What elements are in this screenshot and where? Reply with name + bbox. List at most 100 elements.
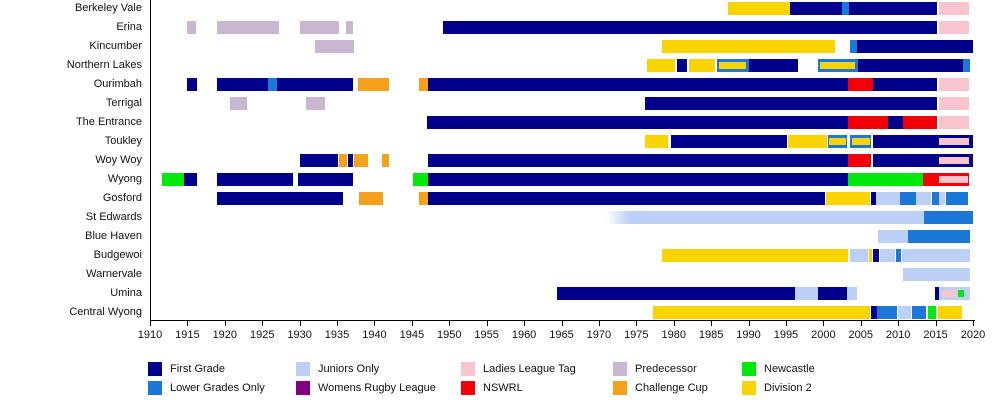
y-axis-line (150, 0, 151, 321)
timeline-segment (916, 191, 932, 205)
legend-label: First Grade (170, 363, 226, 375)
x-axis-tick (150, 321, 151, 326)
legend-label: Predecessor (635, 363, 697, 375)
timeline-segment (938, 156, 969, 164)
x-axis-tick (935, 321, 937, 326)
timeline-segment (924, 210, 973, 224)
x-axis-tick-label: 1925 (249, 329, 275, 341)
timeline-segment (346, 20, 354, 34)
timeline-segment (820, 61, 855, 69)
timeline-segment (857, 58, 963, 72)
timeline-segment (871, 305, 878, 319)
x-axis-tick (486, 321, 488, 326)
timeline-segment (381, 153, 390, 167)
x-axis-tick (711, 321, 713, 326)
x-axis-tick (823, 321, 825, 326)
timeline-segment (938, 20, 969, 34)
timeline-segment (645, 134, 668, 148)
timeline-segment (443, 20, 938, 34)
x-axis-tick (187, 321, 189, 326)
timeline-segment (869, 248, 872, 262)
timeline-segment (902, 115, 938, 129)
timeline-segment (217, 20, 279, 34)
timeline-segment (895, 248, 902, 262)
x-axis-tick-label: 2015 (923, 329, 948, 341)
timeline-segment (428, 153, 849, 167)
timeline-segment (872, 77, 938, 91)
timeline-segment (818, 286, 848, 300)
timeline-segment (931, 191, 939, 205)
timeline-segment (880, 248, 896, 262)
x-axis-tick-label: 1985 (698, 329, 724, 341)
timeline-segment (962, 58, 970, 72)
timeline-segment (268, 77, 278, 91)
timeline-segment (676, 58, 688, 72)
team-label: Kincumber (89, 40, 142, 52)
team-label: The Entrance (75, 116, 142, 128)
x-axis-tick (449, 321, 451, 326)
timeline-segment (315, 39, 354, 53)
x-axis-tick-label: 2005 (848, 329, 873, 341)
timeline-segment (942, 289, 957, 297)
x-axis-tick (561, 321, 563, 326)
timeline-segment (938, 175, 968, 183)
legend-swatch-first (148, 362, 162, 376)
timeline-segment (217, 172, 293, 186)
timeline-segment (938, 1, 969, 15)
x-axis-line (150, 320, 975, 321)
legend-swatch-nc (742, 362, 756, 376)
x-axis-tick-label: 1935 (324, 329, 350, 341)
team-label: Gosford (102, 192, 142, 204)
x-axis-tick (337, 321, 339, 326)
timeline-segment (428, 172, 849, 186)
legend-label: Ladies League Tag (483, 363, 576, 375)
team-label: Northern Lakes (66, 59, 142, 71)
timeline-segment (426, 115, 849, 129)
timeline-segment (848, 172, 923, 186)
timeline-segment (938, 115, 969, 129)
timeline-segment (848, 1, 938, 15)
timeline-segment (217, 77, 269, 91)
x-axis-tick (224, 321, 226, 326)
timeline-segment (928, 305, 937, 319)
timeline-segment (748, 58, 798, 72)
legend-label: Juniors Only (318, 363, 380, 375)
timeline-segment (670, 134, 787, 148)
legend-swatch-nswrl (461, 381, 475, 395)
legend-label: Division 2 (764, 382, 812, 394)
timeline-segment (829, 137, 846, 145)
timeline-segment (412, 172, 428, 186)
x-axis-tick-label: 1995 (773, 329, 799, 341)
timeline-segment (946, 191, 968, 205)
x-axis-tick (785, 321, 787, 326)
timeline-segment (299, 153, 338, 167)
x-axis-tick-label: 1955 (474, 329, 499, 341)
timeline-segment (428, 191, 825, 205)
x-axis-tick-label: 1915 (175, 329, 200, 341)
timeline-segment (348, 153, 353, 167)
x-axis-tick (299, 321, 301, 326)
x-axis-tick (748, 321, 750, 326)
timeline-segment (298, 172, 353, 186)
legend-swatch-womens (296, 381, 310, 395)
legend-swatch-llt (461, 362, 475, 376)
x-axis-tick-label: 1920 (212, 329, 238, 341)
legend-label: Newcastle (764, 363, 815, 375)
x-axis-tick (860, 321, 862, 326)
timeline-segment (851, 137, 870, 145)
x-axis-tick-label: 1930 (287, 329, 312, 341)
team-label: Berkeley Vale (74, 2, 142, 14)
timeline-segment (857, 39, 973, 53)
x-axis-tick-label: 1975 (624, 329, 649, 341)
timeline-segment (339, 153, 347, 167)
timeline-segment (788, 134, 828, 148)
timeline-segment (419, 77, 428, 91)
timeline-segment (958, 289, 965, 297)
timeline-segment (661, 248, 849, 262)
timeline-segment (645, 96, 938, 110)
timeline-segment (357, 77, 389, 91)
timeline-segment (557, 286, 795, 300)
x-axis-tick (673, 321, 675, 326)
team-label: Toukley (104, 135, 142, 147)
